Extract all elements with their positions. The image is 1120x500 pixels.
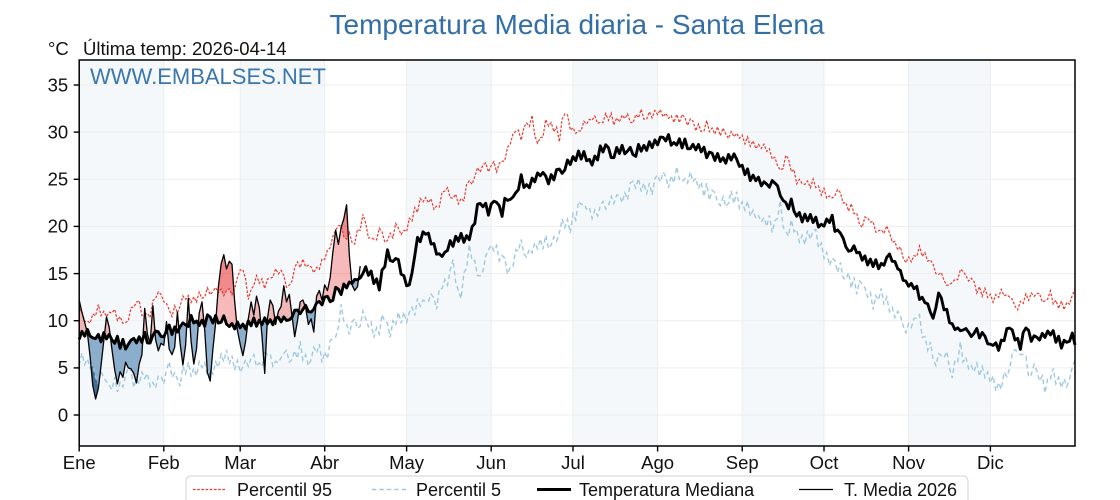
svg-text:35: 35 [48, 74, 69, 95]
svg-text:5: 5 [58, 357, 68, 378]
svg-text:30: 30 [48, 121, 69, 142]
svg-text:Jul: Jul [561, 452, 585, 473]
svg-text:20: 20 [48, 216, 69, 237]
svg-text:Ene: Ene [63, 452, 96, 473]
svg-text:Jun: Jun [476, 452, 506, 473]
svg-text:T. Media 2026: T. Media 2026 [844, 480, 957, 500]
svg-text:Oct: Oct [810, 452, 839, 473]
svg-text:Ago: Ago [641, 452, 674, 473]
svg-text:Sep: Sep [726, 452, 759, 473]
svg-text:May: May [389, 452, 425, 473]
svg-text:Feb: Feb [148, 452, 180, 473]
svg-text:Nov: Nov [892, 452, 926, 473]
svg-text:Dic: Dic [977, 452, 1004, 473]
svg-text:0: 0 [58, 404, 68, 425]
svg-text:10: 10 [48, 310, 69, 331]
svg-text:Mar: Mar [224, 452, 256, 473]
svg-text:°C: °C [48, 38, 69, 59]
svg-text:Percentil 95: Percentil 95 [237, 480, 332, 500]
svg-text:Percentil 5: Percentil 5 [416, 480, 501, 500]
svg-text:WWW.EMBALSES.NET: WWW.EMBALSES.NET [90, 64, 326, 89]
svg-text:Temperatura Mediana: Temperatura Mediana [579, 480, 755, 500]
svg-text:Abr: Abr [310, 452, 339, 473]
svg-text:Última temp: 2026-04-14: Última temp: 2026-04-14 [83, 38, 287, 59]
svg-text:25: 25 [48, 169, 69, 190]
svg-text:Temperatura Media diaria - San: Temperatura Media diaria - Santa Elena [330, 9, 825, 40]
svg-text:15: 15 [48, 263, 69, 284]
